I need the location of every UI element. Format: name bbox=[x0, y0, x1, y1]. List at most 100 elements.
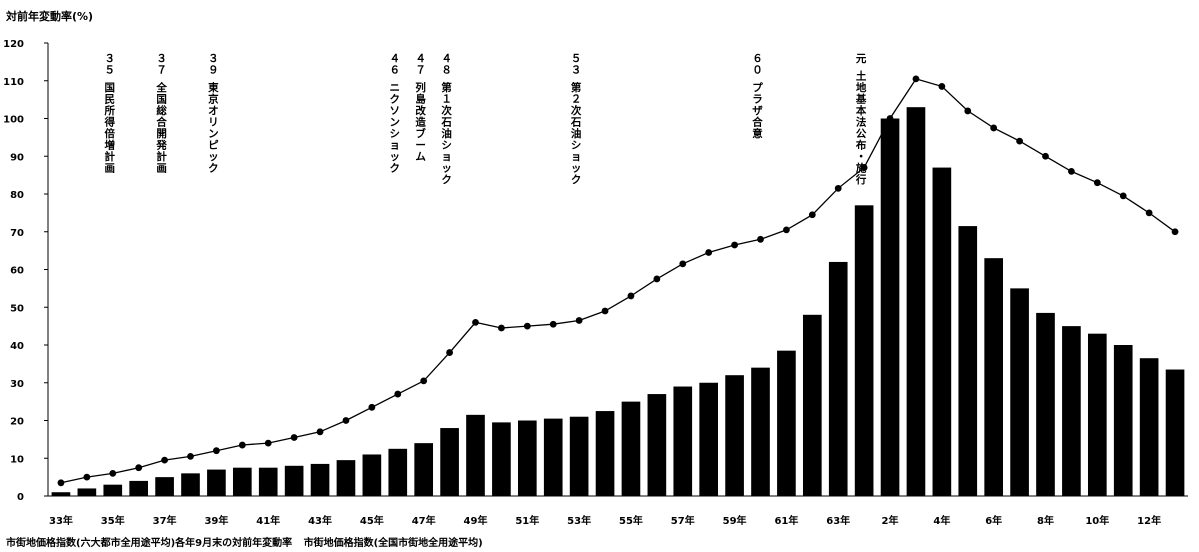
x-tick-label: 39年 bbox=[204, 514, 228, 527]
bar bbox=[828, 261, 848, 496]
annotation-char: 造 bbox=[415, 116, 426, 129]
bar bbox=[1062, 326, 1081, 496]
annotation-char: ッ bbox=[390, 151, 401, 163]
bar bbox=[207, 469, 226, 496]
annotation-char: ７ bbox=[156, 65, 167, 77]
line-point bbox=[83, 473, 91, 481]
line-series-path bbox=[60, 78, 1176, 484]
annotation-char: プ bbox=[752, 81, 763, 94]
annotation-char: ３ bbox=[208, 53, 219, 65]
x-tick-label: 6年 bbox=[985, 514, 1002, 527]
line-point bbox=[264, 439, 272, 447]
annotation-char: 意 bbox=[752, 127, 763, 140]
annotation-char: 倍 bbox=[105, 127, 116, 140]
annotation-char: 増 bbox=[105, 139, 116, 152]
annotation-char: 基 bbox=[855, 93, 867, 106]
annotation-char: ３ bbox=[571, 65, 582, 77]
y-tick-label: 10 bbox=[10, 454, 24, 465]
annotation-char: 本 bbox=[856, 104, 867, 117]
bar bbox=[777, 350, 796, 496]
annotation-char: １ bbox=[441, 94, 452, 106]
line-point bbox=[731, 241, 738, 249]
legend-bar-series: 市街地価格指数(六大都市全用途平均)各年9月末の対前年変動率 bbox=[6, 538, 293, 549]
annotation-char: ブ bbox=[415, 127, 426, 140]
line-point bbox=[394, 390, 402, 398]
annotation-char: 第 bbox=[441, 81, 452, 94]
annotation-char: 石 bbox=[570, 117, 582, 129]
bar bbox=[258, 467, 278, 496]
line-point bbox=[679, 260, 687, 268]
annotation-char: ７ bbox=[415, 65, 426, 77]
bar bbox=[1165, 369, 1185, 496]
annotation-char: ン bbox=[390, 117, 401, 129]
line-point bbox=[860, 164, 868, 171]
annotation-char: 公 bbox=[856, 128, 867, 140]
annotation-char: 布 bbox=[856, 139, 867, 152]
bar bbox=[1113, 345, 1133, 496]
bar bbox=[906, 107, 926, 497]
x-tick-label: 47年 bbox=[412, 514, 436, 527]
annotation-char: ピ bbox=[208, 140, 219, 152]
line-point bbox=[757, 235, 764, 243]
bar bbox=[1139, 358, 1159, 496]
x-tick-label: 12年 bbox=[1137, 514, 1161, 527]
annotation-char: オ bbox=[208, 105, 219, 117]
annotation-char: ョ bbox=[390, 140, 401, 152]
line-point bbox=[316, 428, 324, 436]
annotation-char: 合 bbox=[751, 116, 763, 129]
annotation-char: ク bbox=[390, 163, 401, 175]
line-point bbox=[549, 320, 557, 328]
line-point bbox=[161, 456, 168, 464]
bar bbox=[569, 416, 589, 496]
annotation-char: ラ bbox=[752, 94, 763, 106]
bar bbox=[77, 488, 97, 496]
x-tick-label: 8年 bbox=[1037, 514, 1054, 527]
x-tick-label: 4年 bbox=[933, 514, 950, 527]
annotation-char: シ bbox=[390, 128, 401, 140]
bar bbox=[232, 467, 252, 496]
bar bbox=[51, 492, 71, 496]
line-point bbox=[783, 226, 790, 234]
annotation-char: ク bbox=[208, 163, 219, 175]
bar bbox=[284, 465, 304, 496]
line-point bbox=[342, 417, 350, 424]
annotation-char: 次 bbox=[571, 104, 582, 117]
y-tick-label: 50 bbox=[10, 303, 24, 314]
line-point bbox=[1093, 179, 1101, 187]
annotation-char: ９ bbox=[208, 65, 219, 77]
line-point bbox=[472, 318, 479, 326]
bar bbox=[517, 420, 537, 496]
line-point bbox=[886, 115, 894, 122]
x-tick-label: 10年 bbox=[1085, 514, 1109, 527]
bar bbox=[103, 484, 123, 496]
line-point bbox=[627, 292, 635, 300]
annotation-char: ム bbox=[415, 151, 426, 163]
line-point bbox=[57, 479, 65, 487]
annotation-char: 得 bbox=[104, 116, 116, 129]
annotation-char: 油 bbox=[571, 127, 582, 140]
annotation-char: ６ bbox=[390, 65, 401, 77]
annotation-char: 発 bbox=[155, 139, 167, 152]
annotation-char: ２ bbox=[571, 94, 582, 106]
line-point bbox=[938, 83, 946, 90]
y-tick-label: 100 bbox=[3, 115, 24, 126]
annotation-char: ク bbox=[390, 94, 401, 106]
annotation-char: 画 bbox=[105, 163, 116, 175]
annotation-char: 全 bbox=[155, 81, 167, 94]
y-tick-label: 30 bbox=[10, 379, 24, 390]
x-tick-label: 57年 bbox=[671, 514, 695, 527]
annotation-char: 第 bbox=[571, 81, 582, 94]
y-tick-label: 120 bbox=[3, 39, 24, 50]
bar bbox=[725, 375, 744, 496]
line-point bbox=[834, 184, 842, 192]
bar bbox=[802, 314, 822, 496]
bar bbox=[880, 118, 900, 496]
line-point bbox=[990, 124, 998, 132]
annotation-char: 画 bbox=[156, 163, 167, 175]
x-tick-label: 2年 bbox=[882, 514, 899, 527]
x-tick-label: 45年 bbox=[360, 514, 384, 527]
bar bbox=[673, 386, 693, 496]
y-tick-label: 40 bbox=[10, 341, 24, 352]
annotation-char: 列 bbox=[415, 81, 426, 94]
